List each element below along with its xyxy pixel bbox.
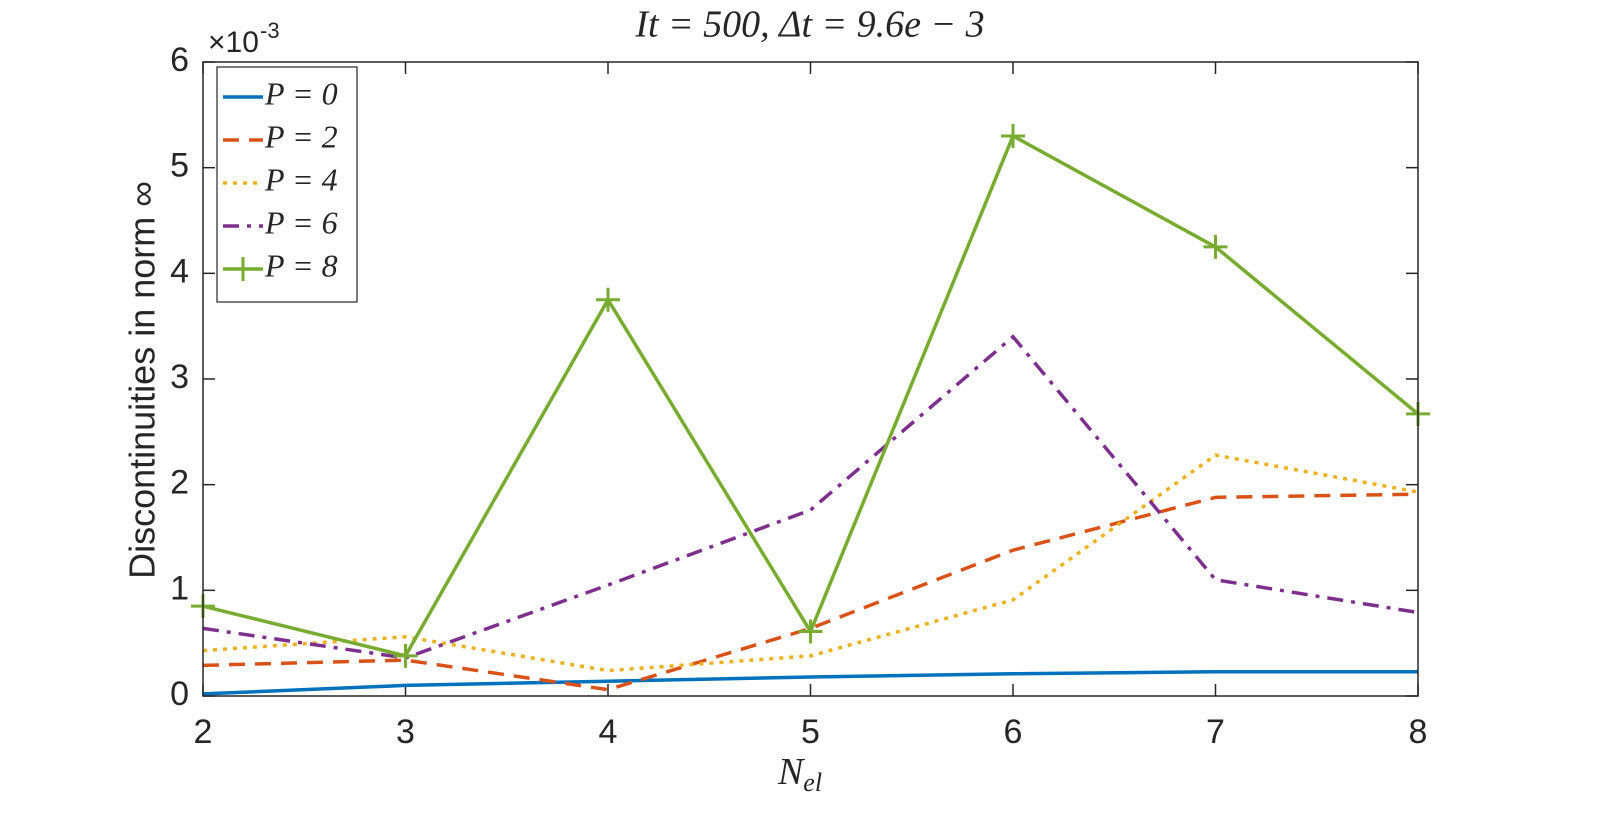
legend: P = 0 P = 2 P = 4 P = 6 P = 8 — [216, 66, 358, 303]
y-multiplier: ×10 — [208, 26, 259, 59]
y-tick-label: 2 — [170, 464, 189, 502]
y-tick-label: 4 — [170, 252, 189, 290]
legend-label: P = 8 — [264, 247, 338, 283]
x-tick-label: 8 — [1409, 713, 1428, 751]
y-multiplier-exponent: -3 — [260, 18, 280, 43]
marker — [1001, 123, 1025, 148]
marker — [798, 619, 823, 644]
x-axis-label-base: N — [777, 751, 806, 793]
series-line — [202, 669, 1418, 696]
y-tick-label: 5 — [170, 147, 189, 185]
y-tick-label: 1 — [170, 569, 189, 607]
marks — [191, 61, 1430, 697]
x-tick-label: 5 — [801, 713, 820, 751]
y-tick-label: 0 — [170, 675, 189, 713]
legend-label: P = 2 — [264, 118, 338, 154]
y-tick-label: 6 — [170, 41, 189, 79]
series-line — [202, 453, 1419, 673]
marker — [1203, 234, 1228, 259]
x-tick-label: 2 — [194, 713, 213, 751]
x-tick-label: 4 — [599, 713, 618, 751]
marker — [596, 287, 620, 312]
x-axis-label-subscript: el — [803, 768, 822, 797]
legend-box — [216, 66, 358, 303]
series-line — [202, 492, 1419, 692]
x-tick-label: 7 — [1206, 713, 1225, 751]
legend-label: P = 6 — [264, 204, 338, 240]
x-axis-label: Nel — [777, 751, 822, 797]
legend-marker — [231, 257, 255, 281]
y-tick-label: 3 — [170, 358, 189, 396]
axes-box — [202, 61, 1419, 697]
x-tick-label: 6 — [1004, 713, 1023, 751]
legend-label: P = 0 — [264, 75, 338, 111]
marker — [393, 643, 418, 668]
plot-area — [203, 62, 1418, 696]
legend-label: P = 4 — [264, 161, 338, 197]
x-tick-label: 3 — [396, 713, 415, 751]
chart-title: It = 500, Δt = 9.6e − 3 — [634, 4, 984, 46]
y-axis-label: Discontinuities in norm ∞ — [122, 181, 163, 579]
